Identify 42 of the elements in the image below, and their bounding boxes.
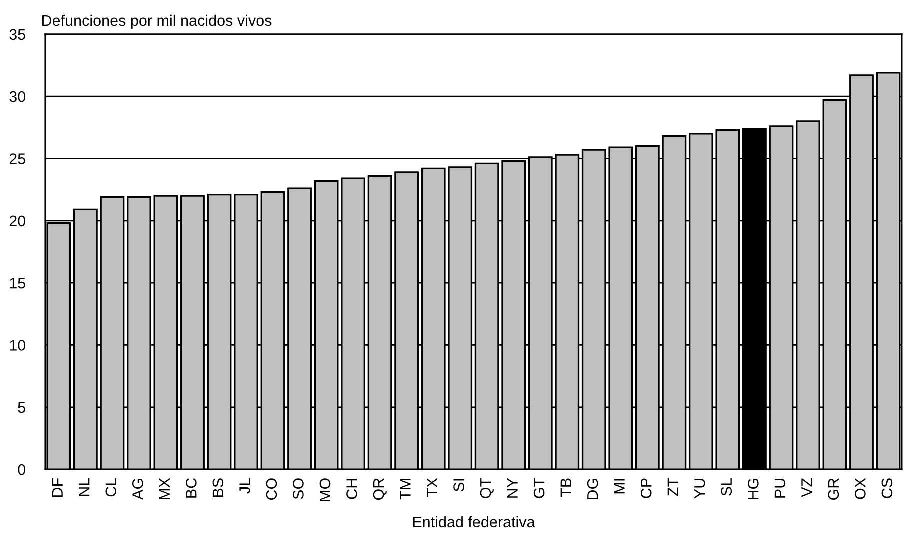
x-tick-label: NY: [507, 478, 518, 498]
x-tick-label: DG: [587, 479, 598, 500]
x-tick-label: CO: [266, 478, 278, 500]
x-tick-label: OX: [855, 478, 866, 500]
x-tick-label: CS: [882, 478, 893, 498]
y-tick-label: 20: [10, 216, 26, 227]
x-tick-label: MX: [159, 478, 170, 500]
x-tick-label: QT: [480, 478, 494, 498]
x-tick-label: HG: [748, 479, 759, 500]
x-tick-label: NL: [79, 478, 90, 496]
x-tick-label: CL: [106, 478, 117, 497]
x-tick-label: CH: [346, 479, 358, 500]
x-tick-label: TM: [400, 479, 411, 500]
x-tick-label: PU: [774, 479, 786, 498]
x-tick-label: AG: [132, 479, 144, 500]
x-tick-label: TX: [427, 478, 438, 498]
y-axis-title: Defunciones por mil nacidos vivos: [42, 14, 272, 30]
y-tick-label: 5: [18, 402, 26, 414]
x-tick-label: MI: [614, 479, 625, 494]
x-tick-label: SL: [721, 478, 732, 496]
x-axis-title: Entidad federativa: [413, 516, 536, 528]
x-tick-label: TB: [560, 478, 572, 498]
y-tick-label: 10: [10, 340, 26, 351]
y-tick-label: 25: [10, 154, 26, 164]
y-tick-label: 15: [10, 278, 26, 289]
y-tick-label: 35: [10, 29, 26, 40]
x-tick-label: VZ: [802, 478, 812, 498]
x-tick-label: MO: [320, 478, 331, 502]
x-tick-label: GT: [534, 478, 545, 498]
x-tick-label: GR: [828, 478, 840, 500]
x-tick-label: YU: [694, 479, 706, 499]
x-tick-label: QR: [373, 478, 387, 500]
x-tick-label: DF: [52, 478, 63, 498]
x-tick-label: SI: [454, 479, 464, 492]
x-tick-label: SO: [293, 478, 304, 500]
x-tick-label: JL: [240, 478, 250, 494]
x-tick-label: BC: [186, 478, 197, 498]
x-tick-label: BS: [212, 478, 224, 498]
y-tick-label: 30: [10, 91, 26, 102]
x-tick-label: ZT: [668, 478, 678, 496]
x-tick-label: CP: [640, 478, 652, 498]
y-tick-label: 0: [18, 464, 26, 476]
